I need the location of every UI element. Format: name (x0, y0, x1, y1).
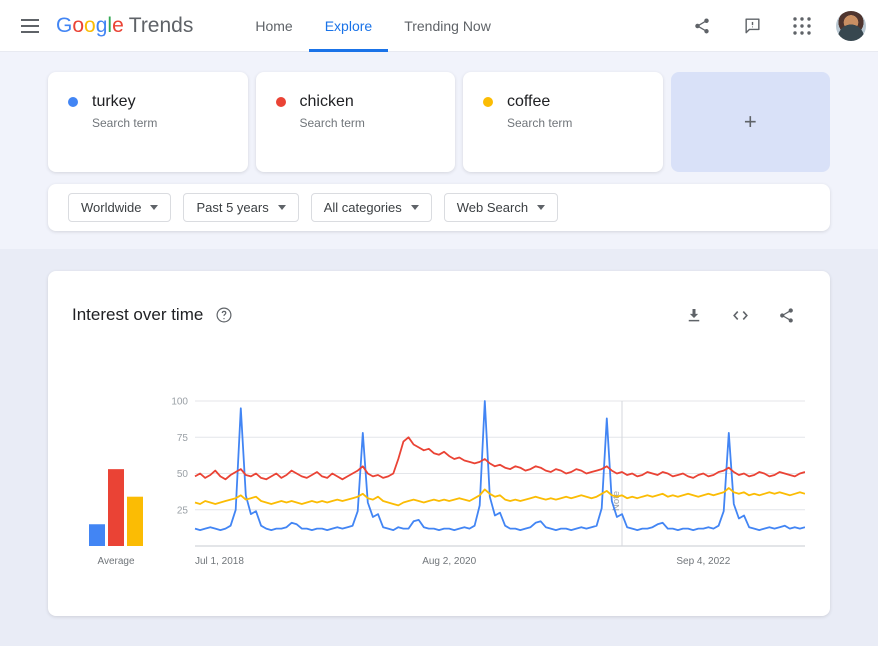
feedback-icon (744, 18, 760, 34)
apps-grid-button[interactable] (782, 6, 822, 46)
average-bar-turkey (89, 524, 105, 546)
series-dot-coffee (483, 97, 493, 107)
series-line-turkey (194, 400, 805, 532)
download-icon (688, 309, 700, 322)
apps-grid-icon (793, 16, 811, 35)
add-comparison-card[interactable]: + (670, 72, 830, 172)
panel-header: Interest over time (72, 295, 806, 335)
menu-button[interactable] (10, 6, 50, 46)
y-tick-label: 25 (177, 505, 189, 516)
help-icon (216, 307, 232, 323)
term-card-turkey[interactable]: turkey Search term (48, 72, 248, 172)
filter-category[interactable]: All categories (310, 193, 432, 222)
interest-line-chart[interactable]: 25 50 75 100 Note Jul 1, 2018 Aug 2, 2020 Sep 4… (160, 391, 805, 571)
x-tick-label: Aug 2, 2020 (422, 556, 476, 567)
download-button[interactable] (674, 295, 714, 335)
panel-actions (674, 295, 806, 335)
plus-icon: + (743, 109, 757, 134)
filter-search-type-label: Web Search (456, 200, 529, 215)
chevron-down-icon (410, 205, 419, 210)
filter-time-range[interactable]: Past 5 years (183, 193, 299, 222)
series-dot-turkey (68, 97, 78, 107)
panel-title: Interest over time (72, 305, 204, 324)
chevron-down-icon (150, 205, 159, 210)
term-card-coffee[interactable]: coffee Search term (463, 72, 663, 172)
series-line-chicken (194, 436, 805, 481)
nav-home[interactable]: Home (255, 17, 293, 34)
average-label: Average (97, 556, 135, 567)
term-subtitle: Search term (92, 116, 158, 130)
share-button[interactable] (682, 6, 722, 46)
y-tick-label: 50 (177, 469, 189, 480)
interest-over-time-panel: Interest over time (48, 271, 830, 616)
embed-code-icon (732, 310, 748, 320)
embed-button[interactable] (720, 295, 760, 335)
series-line-coffee (194, 487, 805, 507)
main-nav: Home Explore Trending Now (239, 0, 506, 52)
help-button[interactable] (211, 302, 237, 328)
y-tick-label: 75 (177, 433, 189, 444)
google-logo-letters: Google (56, 13, 124, 37)
share-icon (779, 307, 793, 323)
y-tick-label: 100 (171, 397, 188, 408)
share-icon (695, 18, 709, 33)
term-card-chicken[interactable]: chicken Search term (255, 72, 455, 172)
filter-region[interactable]: Worldwide (68, 193, 172, 222)
note-marker-label: Note (611, 491, 622, 511)
app-header: Google Trends Home Explore Trending Now (0, 0, 878, 52)
term-subtitle: Search term (507, 116, 573, 130)
hamburger-icon (21, 18, 39, 33)
search-term-cards: turkey Search term chicken Search term c… (48, 72, 830, 172)
logo-suffix-trends: Trends (128, 13, 194, 37)
feedback-button[interactable] (732, 6, 772, 46)
google-trends-logo[interactable]: Google Trends (56, 14, 193, 38)
filter-time-range-label: Past 5 years (196, 200, 269, 215)
chart-row: Average 25 50 75 100 Note Jul 1, 2018 Aug 2, 2… (72, 391, 806, 571)
header-actions (682, 6, 866, 46)
average-bar-coffee (127, 496, 143, 546)
results-section: Interest over time (0, 249, 878, 646)
nav-explore[interactable]: Explore (309, 0, 388, 52)
average-bar-chart: Average (89, 469, 143, 567)
chevron-down-icon (277, 205, 286, 210)
filter-bar: Worldwide Past 5 years All categories We… (48, 184, 830, 231)
series-dot-chicken (275, 97, 286, 107)
share-chart-button[interactable] (766, 295, 806, 335)
term-name: coffee (507, 93, 551, 110)
term-name: chicken (299, 93, 354, 110)
term-name: turkey (92, 93, 136, 110)
filter-region-label: Worldwide (81, 200, 142, 215)
filter-category-label: All categories (323, 200, 402, 215)
average-bar-chicken (108, 469, 124, 546)
avatar[interactable] (836, 10, 866, 41)
filter-search-type[interactable]: Web Search (443, 193, 559, 222)
x-tick-label: Sep 4, 2022 (676, 556, 730, 567)
nav-trending-now[interactable]: Trending Now (404, 17, 491, 34)
query-section: turkey Search term chicken Search term c… (0, 52, 878, 249)
term-subtitle: Search term (299, 116, 365, 130)
x-tick-label: Jul 1, 2018 (195, 556, 244, 567)
chevron-down-icon (537, 205, 546, 210)
